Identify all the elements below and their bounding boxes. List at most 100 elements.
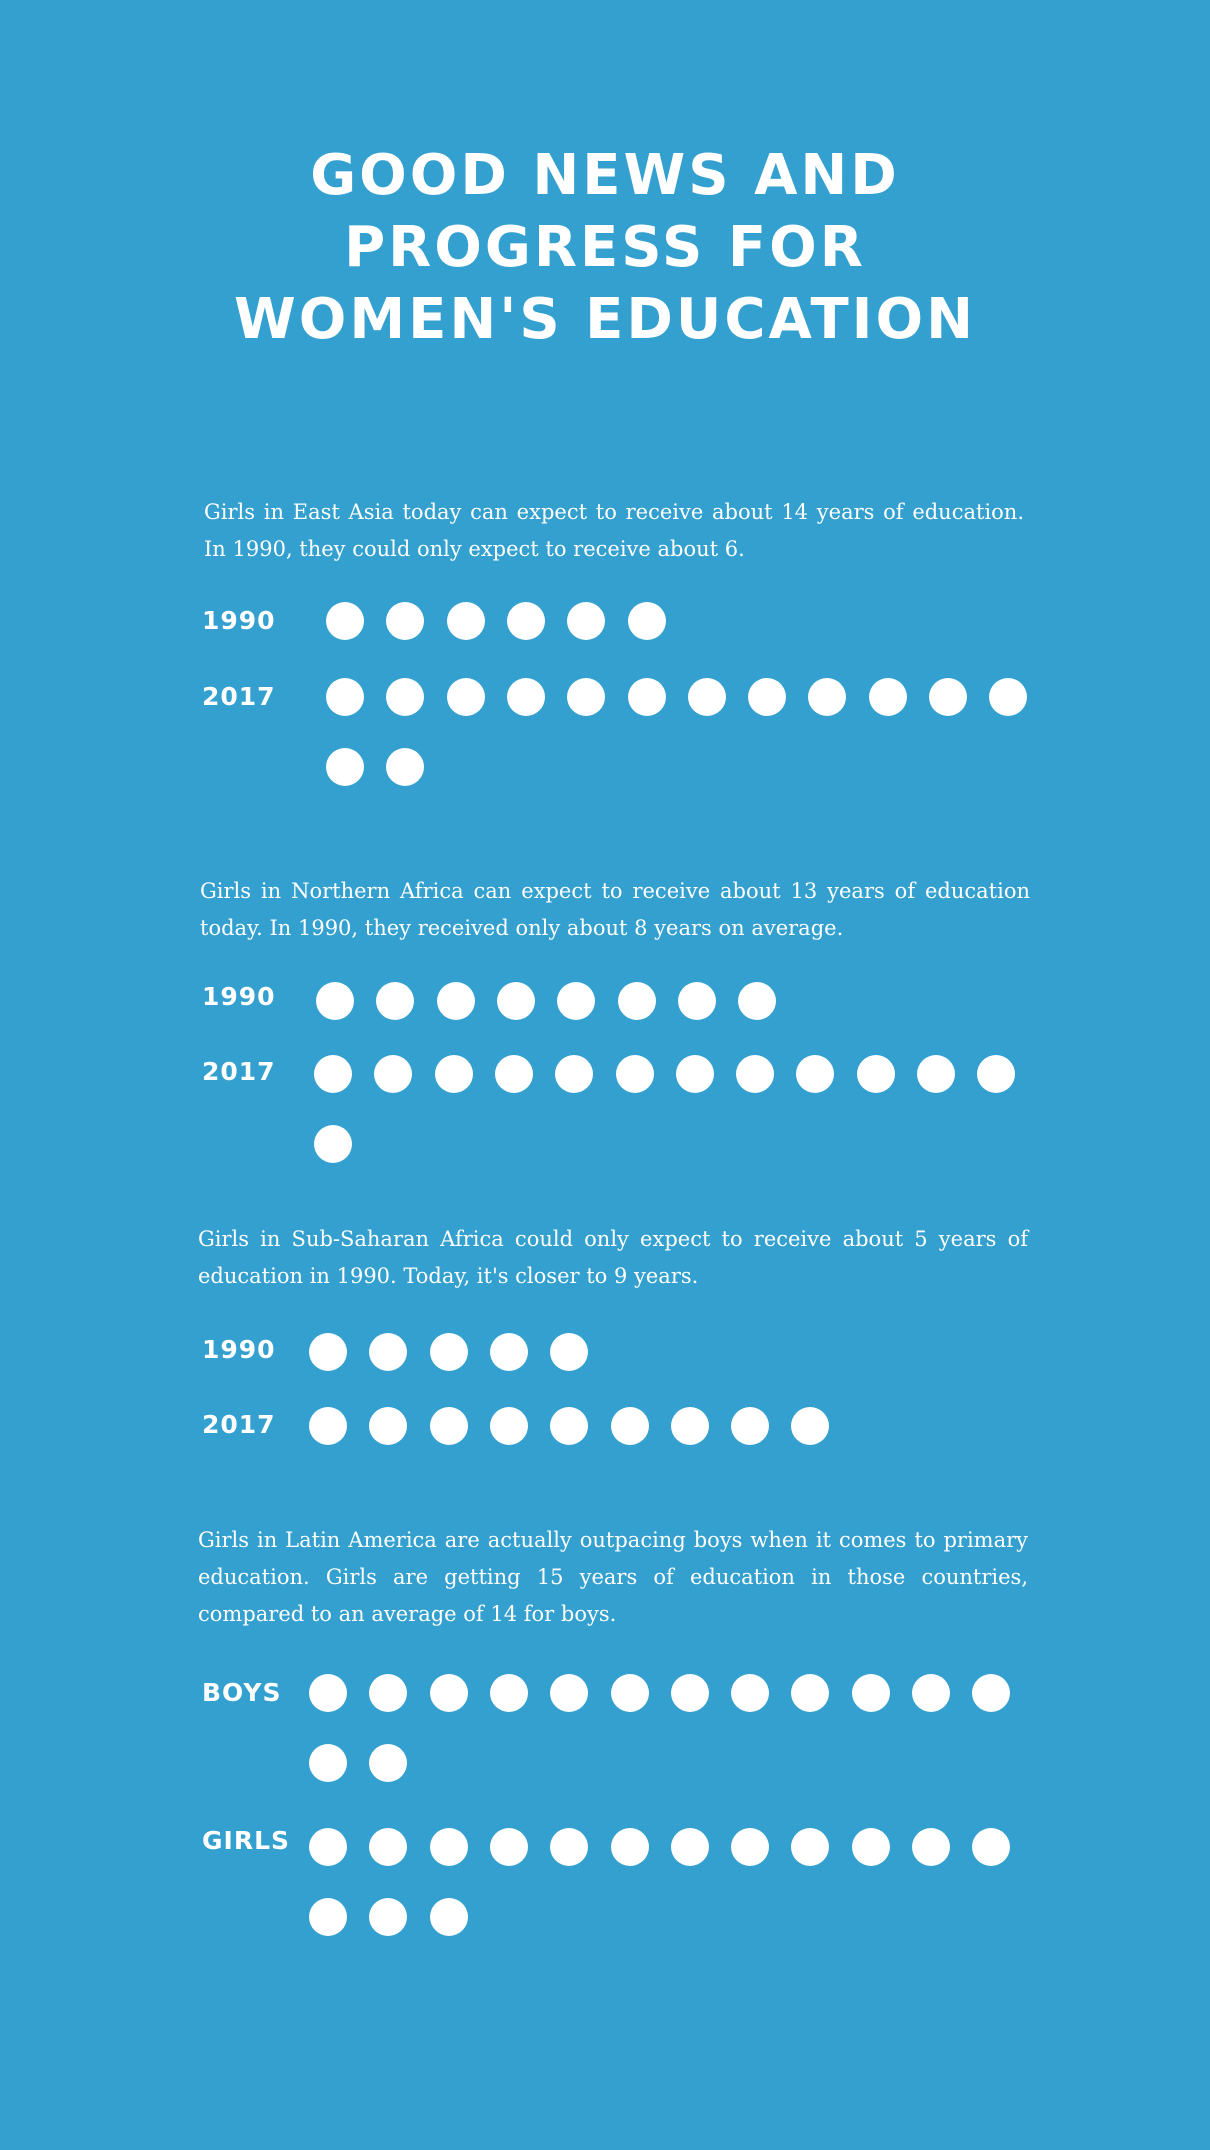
row-label: 2017 bbox=[202, 682, 276, 711]
section-text: Girls in Sub-Saharan Africa could only e… bbox=[198, 1227, 1028, 1288]
education-year-dot bbox=[309, 1828, 347, 1866]
education-year-dot bbox=[369, 1744, 408, 1782]
education-year-dot bbox=[627, 678, 666, 716]
education-year-dot bbox=[912, 1674, 950, 1712]
education-year-dot bbox=[506, 678, 545, 716]
education-year-dot bbox=[610, 1674, 649, 1712]
education-year-dot bbox=[374, 1055, 413, 1093]
education-year-dot bbox=[791, 1828, 830, 1866]
row-label: GIRLS bbox=[202, 1826, 291, 1855]
education-year-dot bbox=[627, 602, 666, 640]
education-year-dot bbox=[489, 1828, 528, 1866]
dot-row bbox=[309, 1674, 1011, 1814]
education-year-dot bbox=[309, 1674, 347, 1712]
education-year-dot bbox=[369, 1828, 408, 1866]
dot-row bbox=[309, 1333, 949, 1473]
education-year-dot bbox=[386, 748, 425, 786]
education-year-dot bbox=[386, 678, 425, 716]
section-text: Girls in Northern Africa can expect to r… bbox=[200, 879, 1030, 940]
row-label: 1990 bbox=[202, 1335, 276, 1364]
education-year-dot bbox=[675, 1055, 714, 1093]
education-year-dot bbox=[567, 678, 606, 716]
education-year-dot bbox=[912, 1828, 950, 1866]
education-year-dot bbox=[731, 1674, 770, 1712]
education-year-dot bbox=[856, 1055, 895, 1093]
education-year-dot bbox=[610, 1407, 649, 1445]
education-year-dot bbox=[506, 602, 545, 640]
education-year-dot bbox=[369, 1674, 408, 1712]
education-year-dot bbox=[429, 1333, 468, 1371]
education-year-dot bbox=[977, 1055, 1016, 1093]
education-year-dot bbox=[429, 1828, 468, 1866]
education-year-dot bbox=[731, 1407, 770, 1445]
education-year-dot bbox=[326, 678, 364, 716]
education-year-dot bbox=[326, 602, 364, 640]
education-year-dot bbox=[376, 982, 415, 1020]
education-year-dot bbox=[550, 1828, 589, 1866]
education-year-dot bbox=[791, 1407, 830, 1445]
row-label: 1990 bbox=[202, 606, 276, 635]
education-year-dot bbox=[617, 982, 656, 1020]
dot-row bbox=[326, 602, 966, 742]
dot-row bbox=[309, 1828, 1011, 1968]
education-year-dot bbox=[314, 1055, 352, 1093]
education-year-dot bbox=[309, 1407, 347, 1445]
education-year-dot bbox=[791, 1674, 830, 1712]
education-year-dot bbox=[972, 1674, 1011, 1712]
education-year-dot bbox=[436, 982, 475, 1020]
education-year-dot bbox=[555, 1055, 594, 1093]
row-label: 2017 bbox=[202, 1057, 276, 1086]
page-title: Good News and Progress for Women's Educa… bbox=[0, 140, 1210, 356]
education-year-dot bbox=[429, 1674, 468, 1712]
education-year-dot bbox=[434, 1055, 473, 1093]
education-year-dot bbox=[446, 678, 485, 716]
education-year-dot bbox=[309, 1744, 347, 1782]
education-year-dot bbox=[610, 1828, 649, 1866]
education-year-dot bbox=[369, 1333, 408, 1371]
education-year-dot bbox=[670, 1674, 709, 1712]
education-year-dot bbox=[677, 982, 716, 1020]
education-year-dot bbox=[670, 1407, 709, 1445]
education-year-dot bbox=[851, 1674, 890, 1712]
education-year-dot bbox=[796, 1055, 835, 1093]
education-year-dot bbox=[615, 1055, 654, 1093]
dot-row bbox=[314, 1055, 1016, 1195]
education-year-dot bbox=[736, 1055, 775, 1093]
section-text: Girls in Latin America are actually outp… bbox=[198, 1528, 1028, 1626]
education-year-dot bbox=[489, 1674, 528, 1712]
row-label: 1990 bbox=[202, 982, 276, 1011]
title-line-1: Good News and bbox=[310, 143, 900, 208]
education-year-dot bbox=[550, 1674, 589, 1712]
education-year-dot bbox=[369, 1898, 408, 1936]
row-label: BOYS bbox=[202, 1678, 282, 1707]
education-year-dot bbox=[446, 602, 485, 640]
education-year-dot bbox=[738, 982, 777, 1020]
education-year-dot bbox=[496, 982, 535, 1020]
education-year-dot bbox=[494, 1055, 533, 1093]
education-year-dot bbox=[314, 1125, 352, 1163]
dot-row bbox=[309, 1407, 949, 1547]
education-year-dot bbox=[429, 1407, 468, 1445]
education-year-dot bbox=[557, 982, 596, 1020]
education-year-dot bbox=[917, 1055, 955, 1093]
education-year-dot bbox=[316, 982, 354, 1020]
education-year-dot bbox=[989, 678, 1028, 716]
education-year-dot bbox=[489, 1333, 528, 1371]
dot-row bbox=[316, 982, 956, 1122]
education-year-dot bbox=[326, 748, 364, 786]
education-year-dot bbox=[972, 1828, 1011, 1866]
education-year-dot bbox=[550, 1333, 589, 1371]
education-year-dot bbox=[309, 1898, 347, 1936]
education-year-dot bbox=[309, 1333, 347, 1371]
education-year-dot bbox=[929, 678, 967, 716]
dot-row bbox=[326, 678, 1028, 818]
section-text: Girls in East Asia today can expect to r… bbox=[204, 500, 1024, 561]
education-year-dot bbox=[687, 678, 726, 716]
education-year-dot bbox=[670, 1828, 709, 1866]
education-year-dot bbox=[386, 602, 425, 640]
education-year-dot bbox=[868, 678, 907, 716]
education-year-dot bbox=[851, 1828, 890, 1866]
education-year-dot bbox=[567, 602, 606, 640]
education-year-dot bbox=[429, 1898, 468, 1936]
education-year-dot bbox=[808, 678, 847, 716]
